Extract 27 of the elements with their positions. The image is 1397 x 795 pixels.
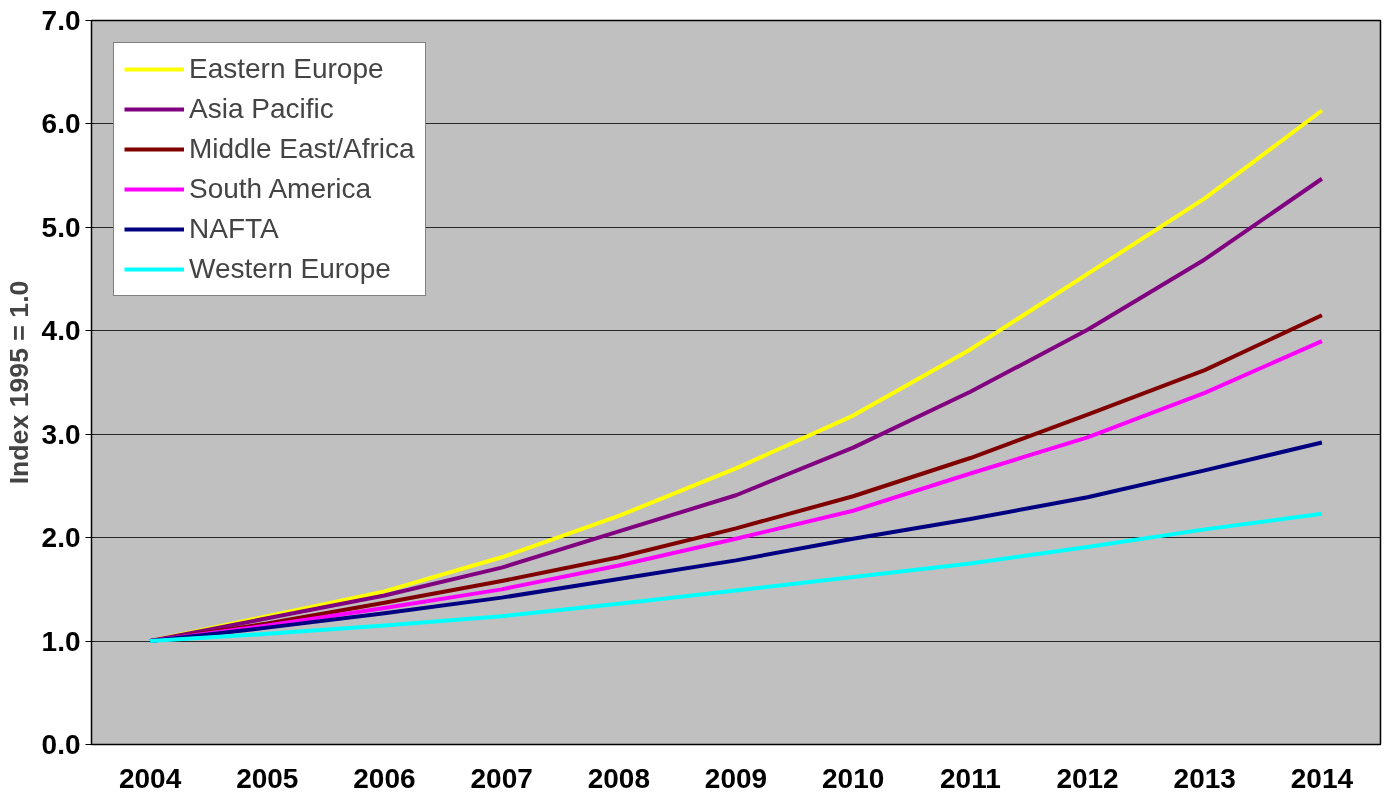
x-tick-label: 2006 <box>353 762 416 794</box>
y-axis-title: Index 1995 = 1.0 <box>3 280 34 485</box>
y-tick-label: 4.0 <box>41 315 81 347</box>
legend-label: Asia Pacific <box>189 93 334 125</box>
legend-label: Western Europe <box>189 253 391 285</box>
y-tick-label: 3.0 <box>41 418 81 450</box>
x-tick-label: 2004 <box>118 762 182 794</box>
x-tick-label: 2014 <box>1290 762 1354 794</box>
y-tick-label: 1.0 <box>41 625 81 657</box>
y-tick-label: 5.0 <box>41 211 81 243</box>
x-tick-label: 2007 <box>470 762 533 794</box>
x-tick-label: 2005 <box>236 762 299 794</box>
x-tick-label: 2008 <box>587 762 650 794</box>
legend-label: Middle East/Africa <box>189 133 415 165</box>
legend-label: Eastern Europe <box>189 53 384 85</box>
x-tick-label: 2010 <box>822 762 885 794</box>
legend-label: South America <box>189 173 372 205</box>
x-tick-label: 2012 <box>1056 762 1119 794</box>
y-tick-label: 0.0 <box>41 729 81 760</box>
x-tick-label: 2009 <box>704 762 768 794</box>
y-tick-label: 2.0 <box>41 522 81 554</box>
legend-label: NAFTA <box>189 213 279 245</box>
y-tick-label: 6.0 <box>41 108 81 140</box>
y-tick-label: 7.0 <box>41 5 81 36</box>
x-tick-label: 2013 <box>1173 762 1236 794</box>
line-series <box>148 511 1324 644</box>
x-tick-label: 2011 <box>939 762 1001 794</box>
